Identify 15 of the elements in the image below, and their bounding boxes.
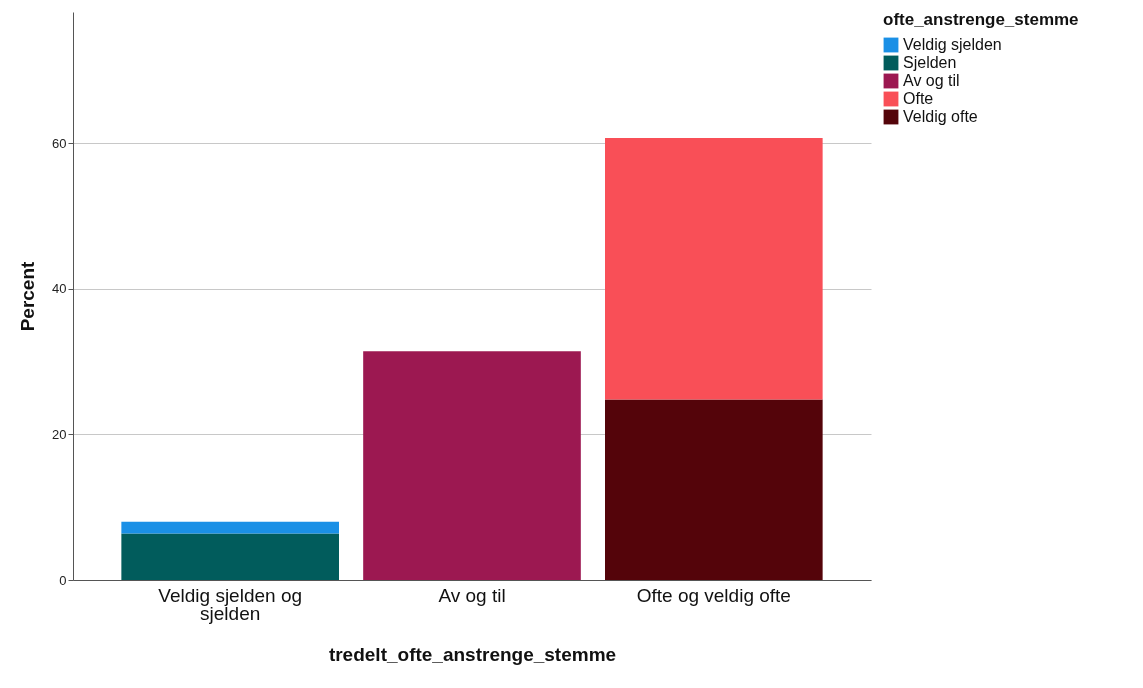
x-tick-label: Veldig sjelden og sjelden [158,584,303,624]
y-tick-label: 20 [52,426,67,442]
y-tick-label: 60 [52,135,67,151]
y-tick-label: 0 [59,572,67,588]
x-tick-label: Ofte og veldig ofte [636,584,791,606]
legend-label: Veldig sjelden [903,36,1002,53]
legend-label: Ofte [903,90,934,107]
x-axis-title: tredelt_ofte_anstrenge_stemme [328,643,617,665]
legend-label: Sjelden [903,54,957,71]
x-tick-label: Av og til [438,584,506,606]
y-tick-label: 40 [52,281,67,297]
legend-title: ofte_anstrenge_stemme [883,10,1079,29]
legend-label: Veldig ofte [903,108,978,125]
y-axis-title: Percent [17,260,39,332]
legend-label: Av og til [903,72,960,89]
